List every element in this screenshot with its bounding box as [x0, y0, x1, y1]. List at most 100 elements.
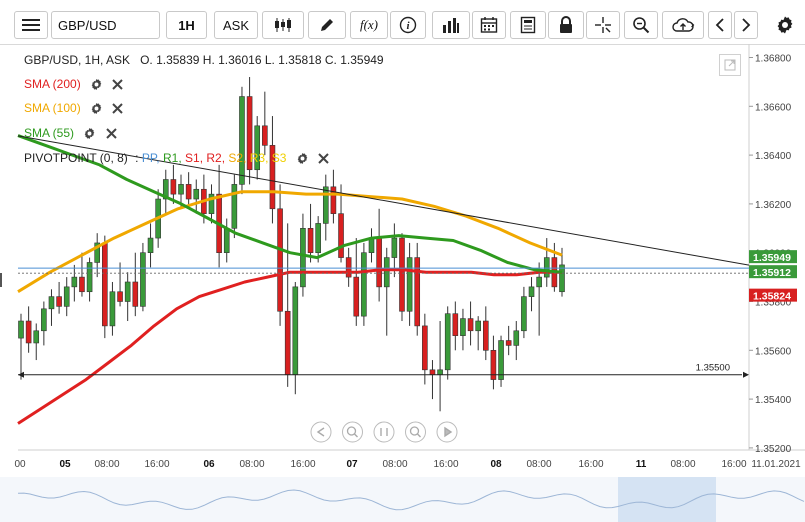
- close-icon[interactable]: [112, 79, 124, 91]
- candle-body: [231, 184, 238, 229]
- crosshair-icon: [595, 17, 611, 33]
- pivot-s2: S2,: [228, 151, 247, 165]
- legend-sma55[interactable]: SMA (55): [24, 125, 117, 141]
- candle-body: [208, 193, 215, 214]
- x-tick-label: 08:00: [94, 459, 119, 470]
- candle-body: [246, 96, 253, 171]
- candle-body: [140, 252, 146, 307]
- sma55-label: SMA (55): [24, 126, 75, 140]
- gear-icon[interactable]: [296, 152, 309, 165]
- candle-body: [269, 145, 276, 210]
- prev-button[interactable]: [708, 11, 732, 39]
- candle-body: [475, 320, 481, 332]
- fullscreen-button[interactable]: [719, 54, 741, 76]
- pause-icon-glyph: [380, 428, 388, 436]
- settings-button[interactable]: [768, 11, 802, 39]
- chart-area[interactable]: 1.368001.366001.364001.362001.360001.358…: [0, 44, 805, 522]
- symbol-label: GBP/USD: [58, 17, 117, 33]
- info-icon: i: [399, 16, 417, 34]
- price-type-label: ASK: [222, 17, 249, 33]
- pause-icon[interactable]: [373, 421, 395, 443]
- price-tag: [749, 288, 797, 302]
- close-icon[interactable]: [112, 103, 124, 115]
- zoom-icon: [633, 17, 650, 34]
- trend-line: [17, 135, 750, 266]
- x-tick-label: 08:00: [239, 459, 264, 470]
- candle-body: [559, 264, 565, 293]
- candle-body: [193, 188, 200, 200]
- candle-body: [513, 330, 520, 346]
- legend-ohlc-values: O. 1.35839 H. 1.36016 L. 1.35818 C. 1.35…: [140, 53, 384, 67]
- candles-icon: [275, 18, 291, 32]
- upload-button[interactable]: [662, 11, 704, 39]
- support-label: 1.35500: [696, 363, 730, 374]
- legend-sma100[interactable]: SMA (100): [24, 100, 124, 116]
- svg-text:i: i: [406, 20, 410, 32]
- zoom-in-icon-glyph: [417, 433, 421, 438]
- timeframe-label: 1H: [178, 17, 195, 33]
- zoom-button[interactable]: [624, 11, 658, 39]
- candle-body: [528, 286, 535, 297]
- candle-body: [460, 318, 466, 336]
- candle-body: [300, 228, 306, 288]
- lock-icon: [560, 16, 572, 33]
- candle-body: [86, 262, 93, 293]
- pivot-colon: :: [135, 151, 139, 165]
- document-icon: [520, 16, 536, 34]
- crosshair-button[interactable]: [586, 11, 620, 39]
- close-icon[interactable]: [318, 153, 329, 165]
- y-tick-label: 1.35200: [755, 444, 792, 455]
- candle-body: [18, 320, 24, 339]
- indicators-button[interactable]: [432, 11, 470, 39]
- pivot-s3: S3: [271, 151, 287, 165]
- legend-symbol-title: GBP/USD, 1H, ASK: [24, 53, 131, 67]
- news-button[interactable]: [510, 11, 546, 39]
- candle-body: [147, 237, 154, 253]
- candle-body: [307, 228, 314, 254]
- back-icon-glyph: [316, 427, 325, 437]
- candle-body: [63, 286, 70, 307]
- info-button[interactable]: i: [390, 11, 426, 39]
- pivot-label: PIVOTPOINT (0, 8): [24, 151, 128, 165]
- close-icon[interactable]: [105, 128, 117, 140]
- calendar-button[interactable]: [472, 11, 506, 39]
- candle-body: [322, 186, 329, 224]
- price-tag-label: 1.35949: [753, 252, 791, 264]
- sma100-label: SMA (100): [24, 101, 81, 115]
- candle-body: [102, 242, 108, 327]
- navigator-line: [17, 489, 805, 511]
- bar-chart-icon: [443, 18, 459, 33]
- back-icon[interactable]: [310, 421, 332, 443]
- draw-button[interactable]: [308, 11, 346, 39]
- price-chart[interactable]: 1.368001.366001.364001.362001.360001.358…: [0, 44, 805, 522]
- support-arrow-right: [743, 371, 749, 378]
- y-tick-label: 1.36800: [755, 54, 792, 65]
- navigator-window: [618, 477, 716, 522]
- legend-ohlc: GBP/USD, 1H, ASK O. 1.35839 H. 1.36016 L…: [24, 52, 384, 68]
- lock-button[interactable]: [548, 11, 584, 39]
- symbol-selector[interactable]: GBP/USD: [51, 11, 160, 39]
- candle-body: [79, 276, 85, 293]
- menu-button[interactable]: [14, 11, 48, 39]
- candle-body: [277, 208, 283, 312]
- pivot-s1: S1,: [185, 151, 204, 165]
- candle-body: [467, 318, 474, 332]
- chart-type-button[interactable]: [262, 11, 304, 39]
- zoom-in-icon[interactable]: [405, 421, 426, 443]
- y-tick-label: 1.35800: [755, 298, 792, 309]
- gear-icon[interactable]: [90, 102, 103, 115]
- next-button[interactable]: [734, 11, 758, 39]
- timeframe-button[interactable]: 1H: [166, 11, 207, 39]
- candle-body: [483, 320, 489, 351]
- candle-body: [414, 257, 421, 327]
- candle-body: [521, 296, 527, 332]
- gear-icon[interactable]: [90, 78, 103, 91]
- candle-body: [33, 330, 40, 344]
- candle-body: [71, 276, 78, 288]
- functions-button[interactable]: f(x): [350, 11, 388, 39]
- zoom-out-icon[interactable]: [342, 421, 363, 443]
- legend-pivot[interactable]: PIVOTPOINT (0, 8) : PP, R1, S1, R2, S2, …: [24, 150, 329, 166]
- price-type-button[interactable]: ASK: [214, 11, 258, 39]
- legend-sma200[interactable]: SMA (200): [24, 76, 124, 92]
- gear-icon[interactable]: [83, 127, 96, 140]
